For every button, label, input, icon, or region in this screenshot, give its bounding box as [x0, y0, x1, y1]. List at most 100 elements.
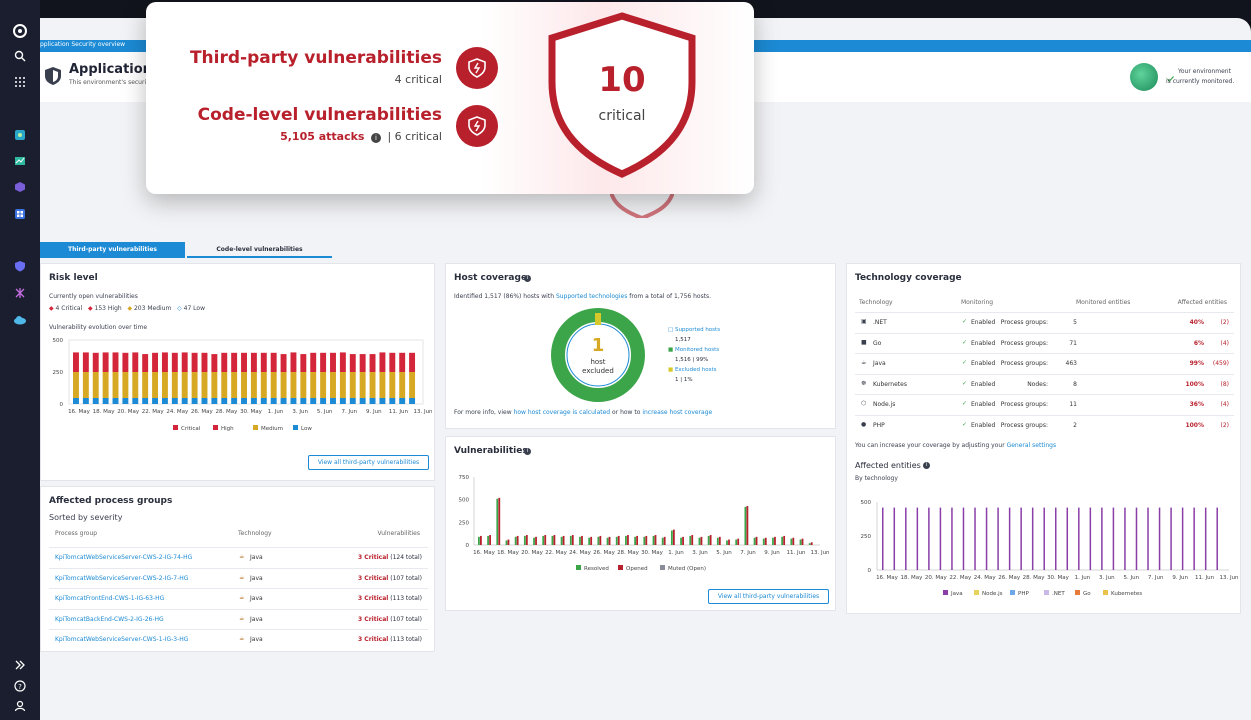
affected-info-icon[interactable]: i	[923, 462, 930, 469]
affected-count: (4)	[1220, 401, 1230, 408]
vulns-info-icon[interactable]: i	[524, 448, 531, 455]
bar	[928, 507, 930, 570]
view-third-party-button-1[interactable]: View all third-party vulnerabilities	[308, 455, 429, 470]
tech-row[interactable]: ■ Go ✓ Enabled Process groups: 71 6% (4)	[855, 332, 1234, 353]
enabled-check-icon: ✓	[962, 359, 968, 366]
x-tick-label: 28. May	[1023, 575, 1046, 581]
general-settings-link[interactable]: General settings	[1006, 442, 1057, 449]
search-icon[interactable]	[11, 47, 29, 65]
vulnerability-summary-overlay: Third-party vulnerabilities 4 critical C…	[146, 2, 754, 194]
tab-code-level[interactable]: Code-level vulnerabilities	[187, 242, 332, 258]
affected-count: (2)	[1220, 319, 1230, 326]
x-tick-label: 9. Jun	[366, 409, 382, 415]
x-tick-label: 11. Jun	[389, 409, 409, 415]
info-icon[interactable]: i	[370, 133, 381, 143]
page-subtitle: This environment's securi	[69, 79, 147, 86]
code-level-title[interactable]: Code-level vulnerabilities	[197, 105, 442, 125]
increase-coverage-link[interactable]: increase host coverage	[642, 409, 713, 416]
technology-label: Java	[250, 615, 263, 623]
logo-icon[interactable]	[11, 22, 29, 40]
process-group-link[interactable]: KpiTomcatFrontEnd-CWS-1-IG-63-HG	[55, 595, 165, 602]
enabled-check-icon: ✓	[962, 420, 968, 428]
technology-label: Java	[250, 636, 263, 643]
cube-icon[interactable]	[11, 178, 29, 196]
y-tick-label: 0	[466, 543, 470, 549]
tech-name: Java	[873, 360, 886, 367]
dotnet-icon: ▣	[861, 318, 867, 325]
bar	[746, 506, 749, 545]
coverage-calc-link[interactable]: how host coverage is calculated	[513, 409, 611, 416]
excluded-slice	[595, 313, 601, 325]
tech-row[interactable]: ☸ Kubernetes ✓ Enabled Nodes: 8 100% (8)	[855, 373, 1234, 394]
java-icon: ☕	[239, 553, 245, 560]
bar	[893, 507, 896, 570]
risk-level-card: Risk level Currently open vulnerabilitie…	[40, 263, 435, 481]
tech-row[interactable]: ☕ Java ✓ Enabled Process groups: 463 99%…	[855, 353, 1234, 373]
process-group-link[interactable]: KpiTomcatWebServiceServer-CWS-2-IG-74-HG	[55, 554, 193, 561]
x-tick-label: 30. May	[641, 550, 664, 556]
x-tick-label: 26. May	[998, 575, 1021, 581]
process-group-link[interactable]: KpiTomcatWebServiceServer-CWS-2-IG-7-HG	[55, 574, 189, 582]
monitoring-icon[interactable]	[11, 152, 29, 170]
tech-row[interactable]: ● PHP ✓ Enabled Process groups: 2 100% (…	[855, 414, 1234, 435]
table-row[interactable]: KpiTomcatBackEnd-CWS-2-IG-26-HG ☕ Java 3…	[49, 608, 428, 629]
process-group-link[interactable]: KpiTomcatBackEnd-CWS-2-IG-26-HG	[55, 615, 164, 623]
bar	[764, 537, 767, 545]
breadcrumb-label[interactable]: pplication Security overview	[40, 41, 126, 48]
bar	[810, 542, 813, 545]
table-row[interactable]: KpiTomcatWebServiceServer-CWS-2-IG-74-HG…	[49, 547, 428, 567]
bar-segment	[112, 372, 119, 398]
apps-grid-icon[interactable]	[11, 73, 29, 91]
bar-segment	[260, 372, 267, 398]
affected-entities-chart: 500 250 0 16. May 18. May 20. May 22. May 24. M…	[861, 500, 1240, 597]
supported-tech-link[interactable]: Supported technologies	[555, 293, 628, 300]
legend-label: Resolved	[584, 566, 609, 572]
monitored-hosts-value: 1,516 | 99%	[675, 357, 709, 363]
third-party-title[interactable]: Third-party vulnerabilities	[189, 48, 442, 68]
table-row[interactable]: KpiTomcatWebServiceServer-CWS-1-IG-3-HG …	[49, 629, 428, 649]
monitoring-status: Enabled	[971, 401, 996, 408]
total-label: (107 total)	[390, 574, 422, 582]
host-identified: Identified 1,517 (86%) hosts with Suppor…	[454, 293, 711, 300]
y-tick-label: 250	[53, 370, 64, 376]
security-shield-icon[interactable]	[11, 257, 29, 275]
bar-segment	[221, 397, 228, 404]
network-icon[interactable]	[11, 284, 29, 302]
table-row[interactable]: KpiTomcatWebServiceServer-CWS-2-IG-7-HG …	[49, 567, 428, 588]
bar-segment	[290, 397, 297, 404]
table-row[interactable]: KpiTomcatFrontEnd-CWS-1-IG-63-HG ☕ Java …	[49, 588, 428, 608]
critical-shield-icon	[548, 12, 696, 182]
bar-segment	[92, 352, 99, 372]
enabled-check-icon: ✓	[962, 379, 968, 387]
third-party-shield-icon	[456, 47, 498, 89]
bar	[1158, 507, 1161, 570]
bar	[1008, 507, 1011, 570]
expand-icon[interactable]	[11, 656, 29, 674]
legend-label: Node.js	[982, 591, 1003, 597]
host-info-icon[interactable]: i	[524, 275, 531, 282]
dashboard-icon[interactable]	[11, 205, 29, 223]
bar	[523, 535, 526, 545]
total-label: (113 total)	[390, 595, 422, 602]
view-third-party-button-2[interactable]: View all third-party vulnerabilities	[708, 589, 829, 604]
bar	[661, 537, 664, 545]
tech-row[interactable]: ▣ .NET ✓ Enabled Process groups: 5 40% (…	[855, 312, 1234, 332]
vulnerabilities-card: Vulnerabilities i 750 500 250 0 16. May 18. M…	[445, 436, 836, 611]
supported-hosts-label: Supported hosts	[674, 327, 721, 333]
critical-label: critical	[598, 108, 646, 124]
infrastructure-icon[interactable]	[11, 126, 29, 144]
cloud-icon[interactable]	[11, 311, 29, 329]
bar-segment	[320, 397, 327, 404]
tech-row[interactable]: ⬡ Node.js ✓ Enabled Process groups: 11 3…	[855, 394, 1234, 414]
bar	[1193, 507, 1195, 570]
bar-segment	[399, 372, 406, 398]
bar	[691, 535, 694, 545]
excluded-hosts-label: Excluded hosts	[674, 367, 717, 373]
tab-third-party[interactable]: Third-party vulnerabilities	[40, 242, 185, 258]
bar	[974, 507, 976, 570]
user-icon[interactable]	[11, 697, 29, 715]
entity-label: Process groups:	[1000, 401, 1048, 408]
process-group-link[interactable]: KpiTomcatWebServiceServer-CWS-1-IG-3-HG	[55, 636, 189, 643]
help-icon[interactable]: ?	[11, 677, 29, 695]
bar-segment	[409, 352, 416, 372]
